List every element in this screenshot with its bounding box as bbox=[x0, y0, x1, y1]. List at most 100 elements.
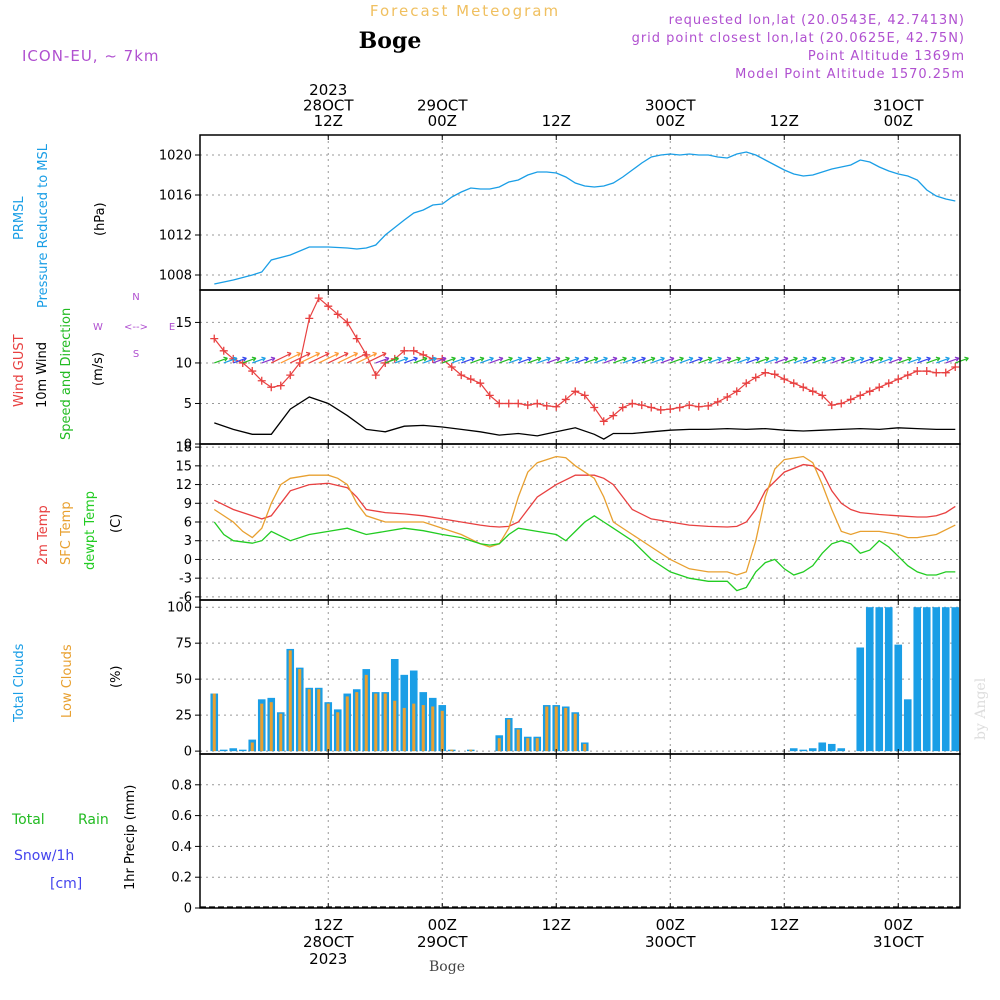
wind-arrow-head bbox=[546, 356, 551, 362]
gust-marker bbox=[846, 395, 855, 404]
wind-direction-arrow bbox=[318, 352, 339, 364]
y-tick-label: 1016 bbox=[159, 189, 192, 204]
wind-direction-arrow bbox=[584, 357, 599, 364]
wind-arrow-head bbox=[888, 356, 893, 362]
gust-marker bbox=[932, 368, 941, 377]
total-cloud-bar bbox=[865, 607, 874, 752]
wind-arrow-head bbox=[812, 356, 817, 362]
y-tick-label: 75 bbox=[175, 637, 192, 652]
wind-direction-arrow bbox=[860, 357, 874, 364]
wind-arrow-head bbox=[774, 356, 779, 362]
top-time-label: 29OCT bbox=[417, 97, 468, 115]
gust-marker bbox=[637, 401, 646, 410]
top-time-label: 30OCT bbox=[645, 97, 696, 115]
gust-marker bbox=[561, 395, 570, 404]
gust-marker bbox=[875, 383, 884, 392]
total-cloud-bar bbox=[941, 607, 950, 752]
total-cloud-bar bbox=[219, 749, 228, 752]
wind-direction-arrow bbox=[651, 357, 665, 364]
total-cloud-bar bbox=[875, 607, 884, 752]
bottom-location-label: Boge bbox=[429, 959, 465, 975]
low-cloud-bar bbox=[383, 693, 387, 752]
panel-frame bbox=[199, 134, 961, 291]
gust-marker bbox=[827, 401, 836, 410]
wind-panel: 0 5 10 15 bbox=[175, 289, 969, 453]
wind-arrow-head bbox=[498, 356, 504, 362]
total-cloud-bar bbox=[903, 699, 912, 752]
bottom-time-label: 12Z bbox=[770, 916, 799, 934]
low-cloud-bar bbox=[364, 674, 368, 752]
wind-arrow-head bbox=[793, 356, 798, 362]
wind-arrow-head bbox=[460, 356, 466, 362]
wind-direction-arrow bbox=[670, 357, 684, 364]
low-cloud-bar bbox=[355, 692, 359, 752]
wind-arrow-head bbox=[764, 356, 770, 362]
y-tick-label: 15 bbox=[175, 459, 192, 474]
sfc-temp-label: SFC Temp bbox=[59, 501, 74, 565]
low-cloud-bar bbox=[326, 703, 330, 752]
y-tick-label: 100 bbox=[167, 601, 192, 616]
total-cloud-bar bbox=[951, 607, 960, 752]
gust-marker bbox=[580, 391, 589, 400]
low-cloud-bar bbox=[412, 703, 416, 752]
wind-arrow-head bbox=[527, 356, 532, 362]
y-tick-label: 6 bbox=[184, 516, 192, 531]
gust-marker bbox=[742, 379, 751, 388]
gust-marker bbox=[894, 375, 903, 384]
gust-marker bbox=[495, 399, 504, 408]
panel-frame bbox=[199, 289, 961, 445]
gust-marker bbox=[533, 399, 542, 408]
total-cloud-bar bbox=[827, 743, 836, 752]
gust-marker bbox=[647, 403, 656, 412]
wind-arrow-head bbox=[755, 356, 760, 362]
gust-marker bbox=[219, 346, 228, 355]
compass-east: E bbox=[169, 322, 175, 333]
wind-direction-arrow bbox=[603, 357, 618, 364]
wind-arrow-head bbox=[413, 356, 418, 362]
wind-arrow-head bbox=[470, 356, 475, 362]
top-time-label: 12Z bbox=[770, 112, 799, 130]
gust-marker bbox=[913, 367, 922, 376]
wind-direction-arrow bbox=[385, 357, 399, 364]
pressure-label-1: PRMSL bbox=[12, 196, 27, 240]
low-cloud-bar bbox=[450, 749, 454, 752]
gust-marker bbox=[542, 401, 551, 410]
rain-label: Rain bbox=[78, 812, 109, 828]
wind-arrow-head bbox=[603, 356, 608, 362]
low-cloud-bar bbox=[393, 700, 397, 752]
top-time-label: 00Z bbox=[428, 112, 457, 130]
y-tick-label: 12 bbox=[175, 478, 192, 493]
top-time-label: 12Z bbox=[542, 112, 571, 130]
wind-direction-arrow bbox=[689, 357, 703, 364]
low-cloud-bar bbox=[545, 706, 549, 752]
wind-direction-arrow bbox=[632, 357, 646, 364]
sfc-temp-line bbox=[213, 455, 956, 576]
low-cloud-bar bbox=[298, 669, 302, 752]
gust-marker bbox=[951, 363, 960, 371]
total-clouds-label: Total Clouds bbox=[12, 643, 27, 723]
gust-marker bbox=[770, 370, 779, 379]
wind-arrow-head bbox=[935, 356, 941, 362]
pressure-panel: 1008 1012 1016 1020 bbox=[159, 134, 961, 291]
wind-direction-arrow bbox=[660, 357, 675, 364]
y-tick-label: 9 bbox=[184, 497, 192, 512]
wind-arrow-head bbox=[916, 356, 922, 362]
gust-marker bbox=[257, 376, 266, 385]
gust-marker bbox=[571, 387, 580, 396]
gust-marker bbox=[666, 405, 675, 414]
wind-direction-arrow bbox=[242, 357, 257, 364]
total-cloud-bar bbox=[808, 748, 817, 752]
low-cloud-bar bbox=[250, 742, 254, 752]
wind-direction-arrow bbox=[622, 357, 637, 364]
top-time-label: 00Z bbox=[884, 112, 913, 130]
compass-arrows: <--> bbox=[124, 322, 148, 333]
bottom-time-label: 12Z bbox=[314, 916, 343, 934]
wind-arrow-head bbox=[707, 356, 713, 362]
low-cloud-bar bbox=[535, 738, 539, 752]
wind-arrow-head bbox=[698, 356, 703, 362]
y-tick-label: 1020 bbox=[159, 149, 192, 164]
wind-arrow-head bbox=[679, 356, 684, 362]
wind-arrow-head bbox=[584, 356, 589, 362]
bottom-time-label: 00Z bbox=[656, 916, 685, 934]
snow-unit-label: [cm] bbox=[50, 876, 82, 892]
